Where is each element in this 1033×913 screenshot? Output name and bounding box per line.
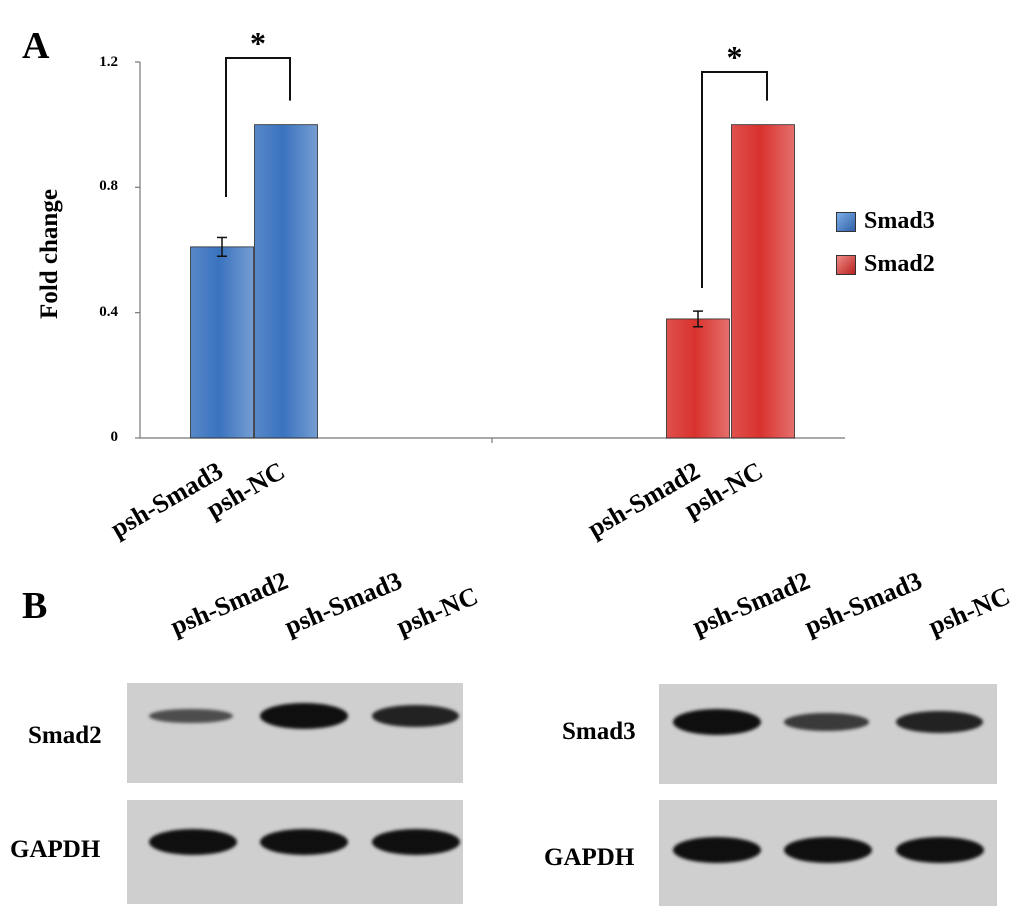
y-tick-label: 0 bbox=[110, 429, 119, 445]
blot-row-label: Smad2 bbox=[28, 722, 102, 749]
blot-row-label: Smad3 bbox=[562, 718, 636, 745]
blot-right-target bbox=[659, 684, 997, 784]
significance-star: * bbox=[250, 25, 266, 61]
western-band bbox=[784, 837, 872, 863]
western-band bbox=[149, 829, 237, 855]
legend-item-smad2: Smad2 bbox=[836, 251, 935, 278]
western-band bbox=[372, 829, 460, 855]
western-band bbox=[149, 708, 234, 724]
lane-label: psh-NC bbox=[924, 581, 1015, 642]
lane-label: psh-Smad3 bbox=[800, 565, 927, 642]
legend-label: Smad2 bbox=[864, 251, 935, 277]
western-band bbox=[260, 829, 348, 855]
y-tick-label: 0.4 bbox=[99, 304, 118, 320]
bar bbox=[190, 246, 254, 439]
lane-label: psh-Smad2 bbox=[688, 565, 815, 642]
y-tick-label: 0.8 bbox=[99, 178, 118, 194]
bar bbox=[731, 124, 795, 439]
significance-bracket bbox=[701, 71, 768, 288]
lane-label: psh-Smad3 bbox=[280, 565, 407, 642]
bar bbox=[666, 318, 730, 439]
western-band bbox=[673, 837, 761, 863]
western-band bbox=[673, 709, 761, 735]
legend-item-smad3: Smad3 bbox=[836, 208, 935, 235]
panel-a-label: A bbox=[22, 25, 50, 67]
bar bbox=[254, 124, 318, 439]
western-band bbox=[896, 837, 984, 863]
western-band bbox=[372, 704, 459, 728]
legend-swatch-smad2 bbox=[836, 254, 856, 275]
western-band bbox=[896, 710, 983, 734]
legend-label: Smad3 bbox=[864, 208, 935, 234]
y-tick-label: 1.2 bbox=[99, 54, 118, 70]
bar-chart: * * bbox=[135, 25, 845, 443]
significance-star: * bbox=[727, 39, 743, 75]
legend-swatch-smad3 bbox=[836, 211, 856, 232]
legend: Smad3 Smad2 bbox=[836, 208, 935, 278]
lane-label: psh-Smad2 bbox=[166, 565, 293, 642]
western-band bbox=[784, 713, 870, 731]
blot-left-target bbox=[127, 683, 463, 783]
lane-label: psh-NC bbox=[392, 581, 483, 642]
blot-right-gapdh bbox=[659, 800, 997, 906]
blot-row-label: GAPDH bbox=[10, 836, 101, 863]
western-band bbox=[260, 703, 348, 729]
significance-bracket bbox=[225, 57, 291, 197]
blot-row-label: GAPDH bbox=[544, 844, 635, 871]
blot-left-gapdh bbox=[127, 800, 463, 904]
panel-b-label: B bbox=[22, 585, 48, 627]
